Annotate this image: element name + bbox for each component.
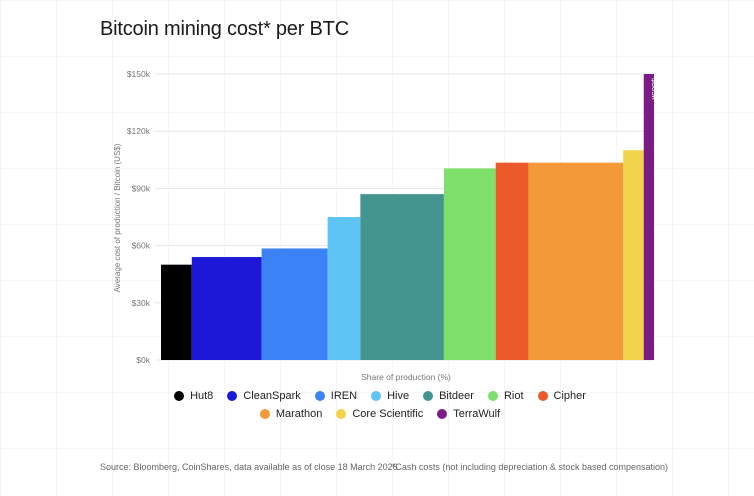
legend-item-cleanspark: CleanSpark [227, 390, 301, 402]
legend-swatch [371, 391, 382, 401]
x-axis-label: Share of production (%) [361, 372, 451, 382]
legend-swatch [487, 391, 498, 401]
legend-swatch [314, 391, 325, 401]
y-axis-label: Average cost of production / Bitcoin (US… [113, 143, 122, 292]
y-tick-label: $150k [127, 69, 151, 79]
cash-cost-footnote: *Cash costs (not including depreciation … [391, 462, 668, 472]
legend-item-hut8: Hut8 [174, 390, 213, 402]
legend-item-hive: Hive [371, 390, 409, 402]
legend-item-core-scientific: Core Scientific [336, 408, 423, 420]
legend-label: Hive [387, 390, 410, 402]
legend-label: Hut8 [190, 390, 214, 402]
bar-iren [261, 248, 328, 360]
legend-label: Core Scientific [352, 408, 424, 420]
bar-bitdeer [360, 194, 444, 360]
legend-label: TerraWulf [453, 408, 501, 420]
y-tick-label: $0k [136, 355, 150, 365]
bar-cipher [495, 162, 529, 360]
bar-marathon [528, 162, 624, 360]
legend-item-riot: Riot [487, 390, 524, 402]
y-tick-label: $30k [132, 298, 151, 308]
legend-label: CleanSpark [243, 390, 301, 402]
legend-swatch [174, 391, 185, 401]
legend-label: Cipher [553, 390, 586, 402]
bar-terrawulf [643, 74, 654, 360]
legend-swatch [537, 391, 548, 401]
y-tick-label: $60k [132, 241, 151, 251]
legend-item-marathon: Marathon [259, 408, 323, 420]
legend-swatch [259, 409, 270, 419]
y-tick-label: $120k [127, 126, 151, 136]
legend-item-terrawulf: TerraWulf [437, 408, 500, 420]
y-tick-label: $90k [132, 183, 151, 193]
legend-swatch [437, 409, 448, 419]
chart-title: Bitcoin mining cost* per BTC [100, 18, 349, 40]
source-note: Source: Bloomberg, CoinShares, data avai… [100, 462, 398, 472]
legend-label: Marathon [275, 408, 323, 420]
legend-swatch [336, 409, 347, 419]
bar-riot [443, 168, 496, 360]
legend-label: IREN [330, 390, 358, 402]
legend-item-iren: IREN [314, 390, 358, 402]
bar-cleanspark [191, 257, 262, 360]
y-axis-ticks: $0k $30k $60k $90k $120k $150k [127, 69, 151, 365]
bars [161, 74, 654, 360]
bar-hive [327, 217, 361, 360]
legend-label: Riot [503, 390, 524, 402]
legend-label: Bitdeer [439, 390, 474, 402]
bar-core-scientific [623, 150, 644, 360]
legend: Hut8 CleanSpark IREN Hive Bitdeer Riot Cipher M… [150, 390, 610, 426]
legend-item-bitdeer: Bitdeer [423, 390, 474, 402]
legend-swatch [227, 391, 238, 401]
legend-swatch [423, 391, 434, 401]
bar-hut8 [161, 264, 192, 360]
legend-item-cipher: Cipher [537, 390, 586, 402]
value-label-terrawulf: $385k [650, 78, 659, 101]
mining-cost-chart: $0k $30k $60k $90k $120k $150k $385k Average … [113, 69, 659, 382]
value-labels: $385k [650, 78, 659, 101]
